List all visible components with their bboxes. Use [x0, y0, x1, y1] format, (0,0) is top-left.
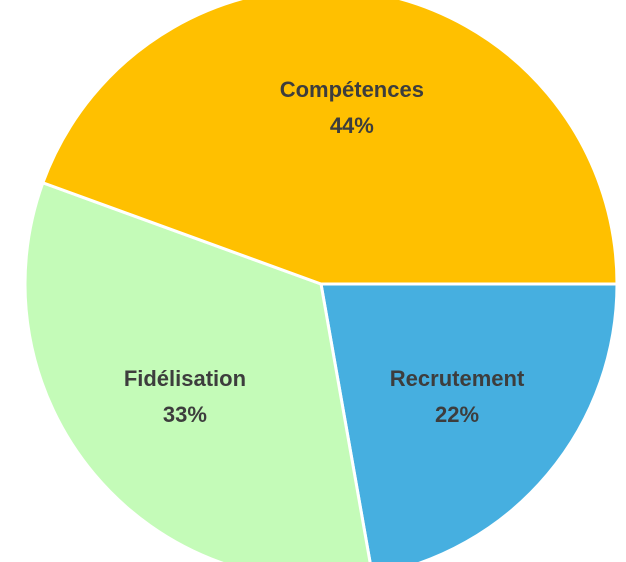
- pie-slice: [319, 282, 619, 562]
- pie-slice: [23, 180, 372, 562]
- slice-value-label: 44%: [330, 113, 374, 138]
- slice-label: Fidélisation: [124, 366, 246, 391]
- slice-value-label: 33%: [163, 402, 207, 427]
- slice-label: Compétences: [280, 77, 424, 102]
- pie-slice: [40, 0, 619, 286]
- slice-label: Recrutement: [390, 366, 525, 391]
- slice-value-label: 22%: [435, 402, 479, 427]
